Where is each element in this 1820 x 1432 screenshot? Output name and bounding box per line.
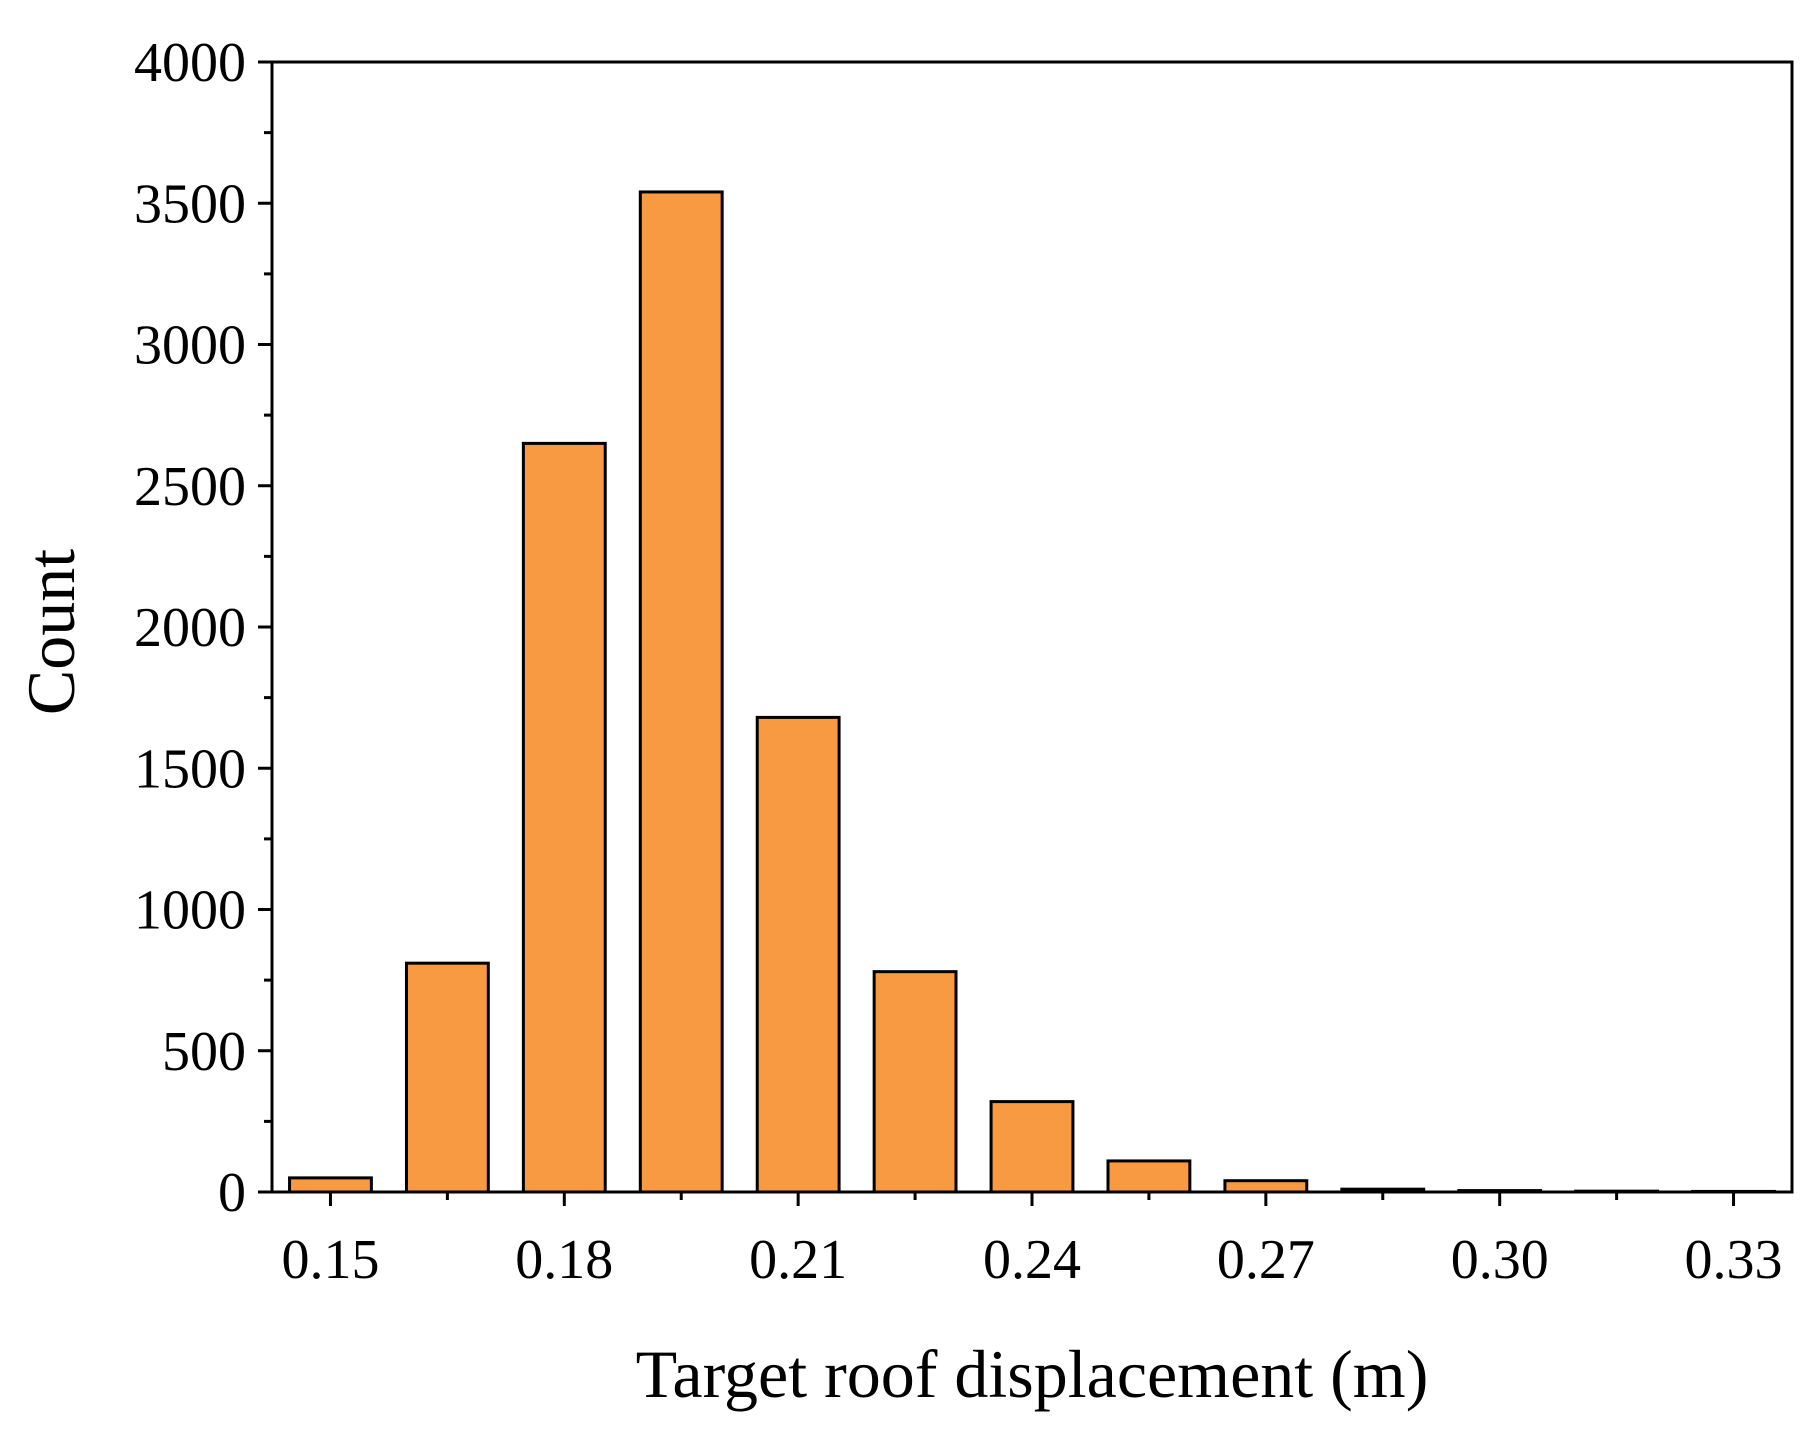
y-tick-label-6: 3000: [134, 315, 246, 377]
y-axis-label: Count: [13, 549, 89, 715]
y-tick-label-0: 0: [218, 1162, 246, 1224]
y-tick-label-4: 2000: [134, 597, 246, 659]
bars-group: [288, 190, 1776, 1194]
x-tick-labels: 0.15 0.18 0.21 0.24 0.27 0.30 0.33: [281, 1229, 1782, 1291]
y-tick-label-8: 4000: [134, 32, 246, 94]
bar-0: [288, 1176, 373, 1194]
bar-3: [638, 190, 724, 1194]
x-tick-label-2: 0.21: [749, 1229, 847, 1291]
bar-1: [404, 961, 490, 1194]
x-tick-label-0: 0.15: [281, 1229, 379, 1291]
bar-2: [521, 441, 607, 1194]
x-tick-label-3: 0.24: [983, 1229, 1081, 1291]
x-tick-label-4: 0.27: [1217, 1229, 1315, 1291]
y-tick-label-2: 1000: [134, 880, 246, 942]
y-tick-label-3: 1500: [134, 738, 246, 800]
y-tick-label-1: 500: [162, 1021, 246, 1083]
x-tick-label-6: 0.33: [1685, 1229, 1783, 1291]
bar-5: [872, 970, 958, 1194]
y-tick-label-7: 3500: [134, 173, 246, 235]
bar-6: [989, 1100, 1075, 1194]
plot-frame: [270, 60, 1794, 1194]
ticks-group: [258, 60, 1736, 1206]
bar-4: [755, 715, 841, 1194]
x-axis-label: Target roof displacement (m): [636, 1336, 1429, 1412]
x-tick-label-1: 0.18: [515, 1229, 613, 1291]
x-tick-label-5: 0.30: [1451, 1229, 1549, 1291]
y-tick-labels: 0 500 1000 1500 2000 2500 3000 3500 4000: [134, 32, 246, 1224]
bar-7: [1106, 1159, 1192, 1194]
y-tick-label-5: 2500: [134, 456, 246, 518]
bar-8: [1223, 1179, 1309, 1194]
